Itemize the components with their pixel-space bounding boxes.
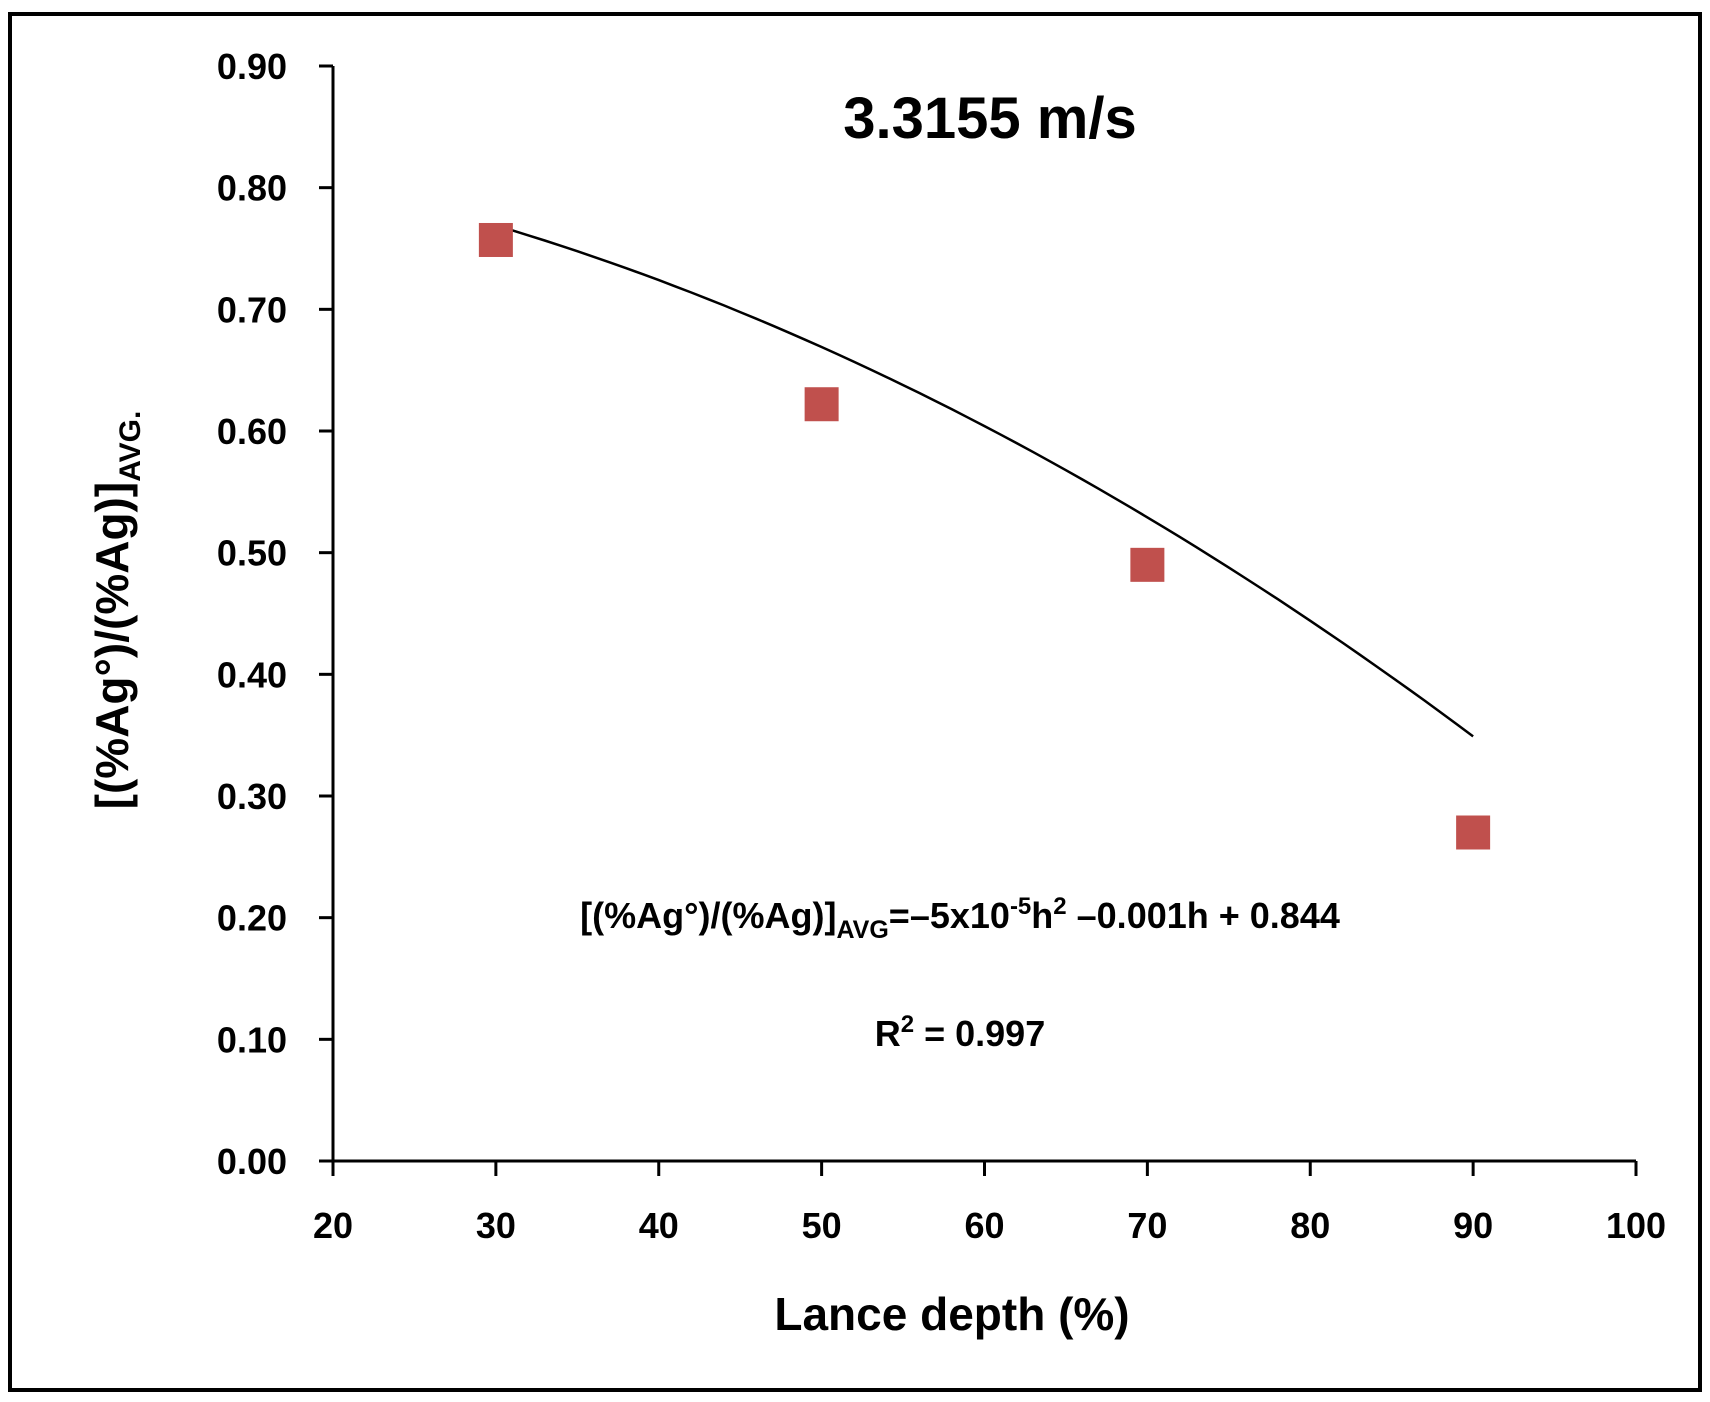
x-tick-label: 100 [1606,1205,1666,1246]
y-tick-label: 0.30 [217,776,287,817]
y-tick-label: 0.40 [217,654,287,695]
y-tick-label: 0.00 [217,1141,287,1182]
x-axis-title: Lance depth (%) [774,1288,1129,1340]
y-tick-label: 0.80 [217,168,287,209]
equation-annotation: [(%Ag°)/(%Ag)]AVG=–5x10-5h2 –0.001h + 0.… [580,893,1340,944]
y-tick-label: 0.20 [217,898,287,939]
x-tick-label: 40 [639,1205,679,1246]
y-axis-title-main: [(%Ag°)/(%Ag)] [86,482,138,810]
r-squared-sup: 2 [901,1011,914,1038]
data-point [1130,547,1165,582]
y-tick-label: 0.10 [217,1019,287,1060]
equation-rhs-3: –0.001h + 0.844 [1067,895,1340,936]
x-tick-label: 20 [313,1205,353,1246]
trendline [495,224,1474,738]
equation-rhs-1: =–5x10 [889,895,1010,936]
y-tick-label: 0.70 [217,289,287,330]
y-tick-label: 0.60 [217,411,287,452]
equation-rhs-2: h [1031,895,1053,936]
data-points [478,222,1491,850]
chart-title: 3.3155 m/s [843,86,1136,151]
x-tick-label: 30 [476,1205,516,1246]
x-tick-label: 90 [1453,1205,1493,1246]
x-tick-label: 60 [964,1205,1004,1246]
y-axis: 0.00 0.10 0.20 0.30 0.40 0.50 0.60 0.70 0.80 0.90 [217,46,335,1182]
data-point [804,387,839,422]
x-tick-label: 80 [1290,1205,1330,1246]
y-axis-title: [(%Ag°)/(%Ag)]AVG. [86,411,147,810]
r-squared-annotation: R2 = 0.997 [875,1011,1045,1054]
x-tick-label: 50 [802,1205,842,1246]
equation-lhs-subscript: AVG [836,916,888,944]
y-axis-title-sub: AVG. [114,411,147,482]
r-squared-label: R [875,1013,901,1054]
y-tick-label: 0.50 [217,533,287,574]
x-tick-label: 70 [1127,1205,1167,1246]
x-axis: 20 30 40 50 60 70 80 90 100 [313,1159,1666,1246]
y-tick-label: 0.90 [217,46,287,87]
r-squared-value: = 0.997 [914,1013,1045,1054]
data-point [1456,815,1491,850]
equation-rhs-sup-2: 2 [1053,893,1066,920]
data-point [478,222,513,257]
equation-lhs: [(%Ag°)/(%Ag)] [580,895,836,936]
chart-frame [8,12,1702,1392]
equation-rhs-sup-1: -5 [1010,893,1031,920]
